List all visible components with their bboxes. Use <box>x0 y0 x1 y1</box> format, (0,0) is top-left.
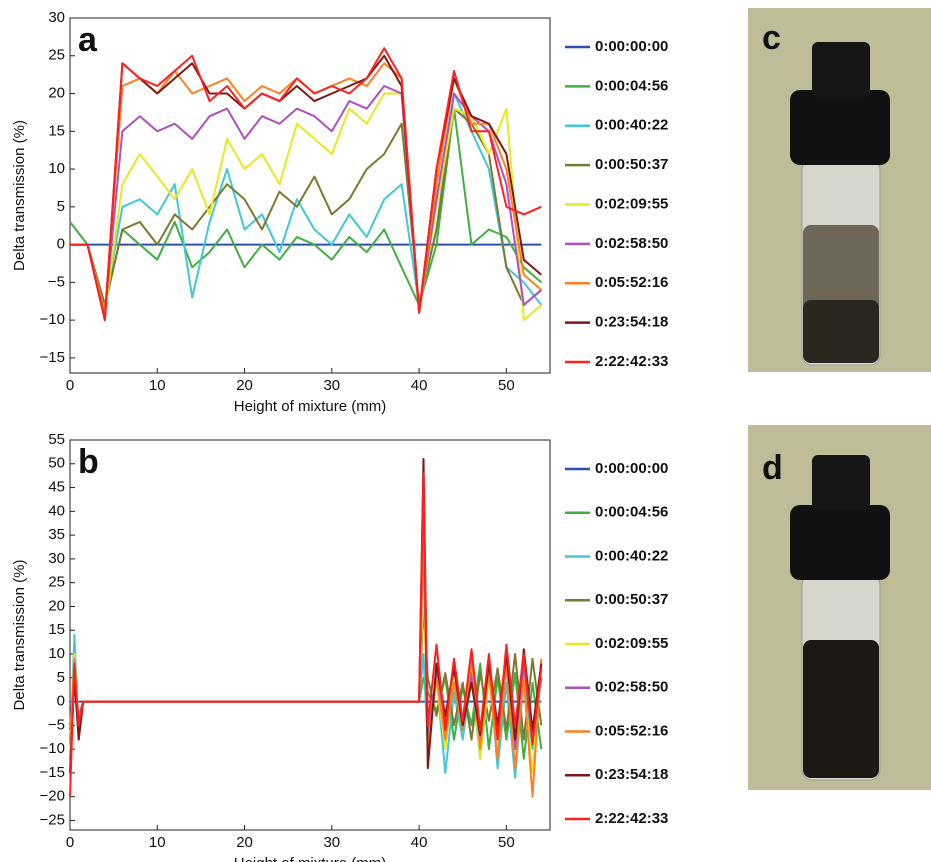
legend-label: 0:05:52:16 <box>595 274 668 291</box>
y-tick-label: −10 <box>40 311 65 328</box>
y-tick-label: 15 <box>48 621 65 638</box>
x-tick-label: 10 <box>149 834 166 851</box>
y-tick-label: 25 <box>48 47 65 64</box>
y-tick-label: 10 <box>48 160 65 177</box>
y-tick-label: 0 <box>57 236 65 253</box>
y-tick-label: −5 <box>48 716 65 733</box>
x-tick-label: 30 <box>323 377 340 394</box>
y-tick-label: 15 <box>48 122 65 139</box>
legend-label: 0:23:54:18 <box>595 766 668 783</box>
x-tick-label: 50 <box>498 377 515 394</box>
y-tick-label: 40 <box>48 502 65 519</box>
y-tick-label: 5 <box>57 669 65 686</box>
x-axis-label: Height of mixture (mm) <box>234 398 387 415</box>
y-tick-label: −15 <box>40 349 65 366</box>
series-line <box>70 85 542 314</box>
legend-label: 0:00:04:56 <box>595 77 668 94</box>
legend-label: 0:02:58:50 <box>595 679 668 696</box>
x-tick-label: 20 <box>236 834 253 851</box>
y-tick-label: 10 <box>48 645 65 662</box>
plot-frame <box>69 439 551 831</box>
x-tick-label: 0 <box>66 377 74 394</box>
legend-label: 0:02:58:50 <box>595 235 668 252</box>
panel-label: b <box>78 443 99 481</box>
y-tick-label: 35 <box>48 526 65 543</box>
series-line <box>69 107 542 306</box>
photo-label: c <box>762 19 781 57</box>
legend-label: 0:00:50:37 <box>595 156 668 173</box>
y-axis-label: Delta transmission (%) <box>11 120 28 271</box>
series-line <box>69 472 543 797</box>
legend-label: 0:23:54:18 <box>595 314 668 331</box>
legend-label: 0:00:04:56 <box>595 504 668 521</box>
x-tick-label: 40 <box>411 377 428 394</box>
panel-label: a <box>78 21 98 59</box>
legend-label: 0:05:52:16 <box>595 722 668 739</box>
series-line <box>70 54 542 322</box>
y-axis-label: Delta transmission (%) <box>11 560 28 711</box>
photo-d: d <box>748 425 931 790</box>
y-tick-label: 20 <box>48 597 65 614</box>
x-tick-label: 40 <box>411 834 428 851</box>
y-tick-label: 0 <box>57 693 65 710</box>
x-tick-label: 10 <box>149 377 166 394</box>
series-line <box>70 47 542 322</box>
y-tick-label: 25 <box>48 574 65 591</box>
x-tick-label: 50 <box>498 834 515 851</box>
y-tick-label: 5 <box>57 198 65 215</box>
y-tick-label: 20 <box>48 85 65 102</box>
y-tick-label: 30 <box>48 550 65 567</box>
y-tick-label: 30 <box>48 9 65 26</box>
x-tick-label: 30 <box>323 834 340 851</box>
y-tick-label: −15 <box>40 764 65 781</box>
plot-frame <box>69 17 551 374</box>
y-tick-label: −10 <box>40 740 65 757</box>
legend-label: 0:00:00:00 <box>595 460 668 477</box>
y-tick-label: −5 <box>48 273 65 290</box>
series-line <box>70 107 542 306</box>
legend-label: 0:00:40:22 <box>595 117 668 134</box>
legend-label: 0:00:50:37 <box>595 591 668 608</box>
x-axis-label: Height of mixture (mm) <box>234 855 387 862</box>
legend-label: 0:00:00:00 <box>595 38 668 55</box>
y-tick-label: −25 <box>40 811 65 828</box>
y-tick-label: 50 <box>48 455 65 472</box>
x-tick-label: 20 <box>236 377 253 394</box>
legend-label: 2:22:42:33 <box>595 810 668 827</box>
y-tick-label: 55 <box>48 431 65 448</box>
y-tick-label: 45 <box>48 479 65 496</box>
legend-label: 0:00:40:22 <box>595 547 668 564</box>
y-tick-label: −20 <box>40 788 65 805</box>
x-tick-label: 0 <box>66 834 74 851</box>
legend-label: 0:02:09:55 <box>595 195 668 212</box>
photo-c: c <box>748 8 931 372</box>
series-line <box>70 92 542 322</box>
legend-label: 0:02:09:55 <box>595 635 668 652</box>
photo-label: d <box>762 449 783 487</box>
legend-label: 2:22:42:33 <box>595 353 668 370</box>
